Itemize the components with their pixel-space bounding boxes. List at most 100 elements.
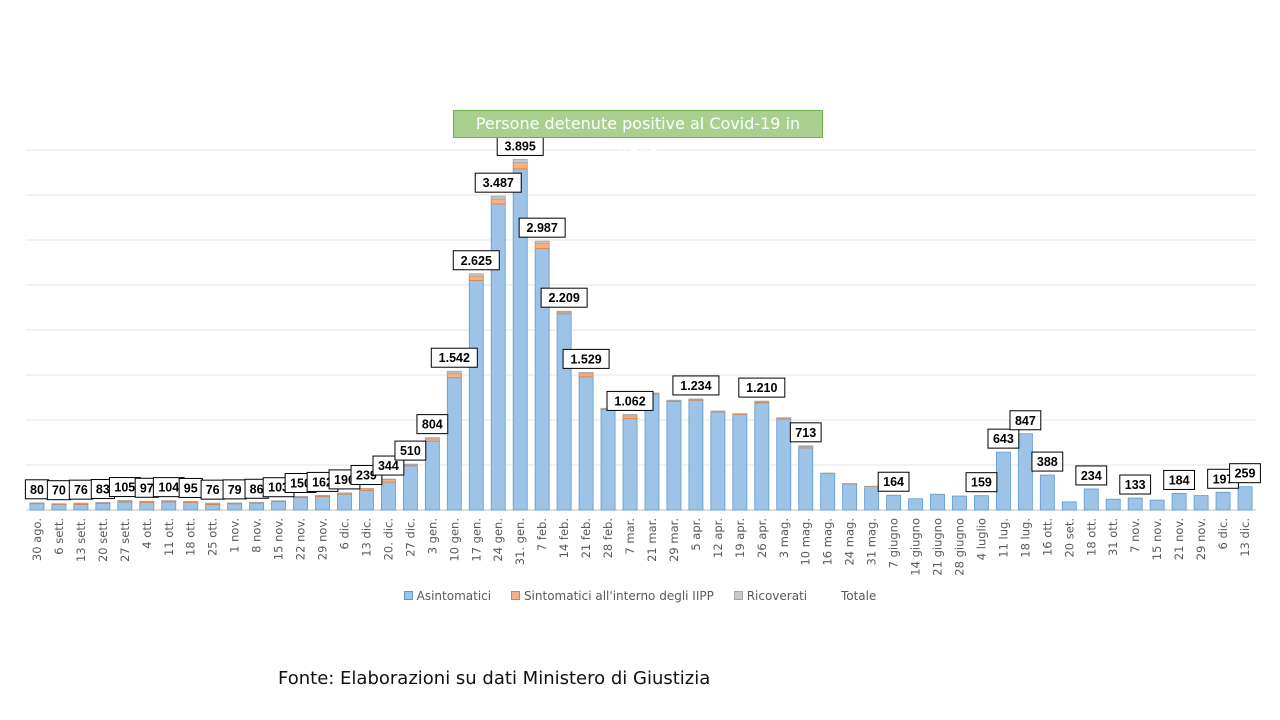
legend-label: Totale bbox=[840, 589, 877, 603]
x-tick-label: 6 dic. bbox=[337, 518, 351, 549]
bar-segment-ricoverati bbox=[446, 370, 462, 374]
data-label-text: 2.209 bbox=[548, 291, 579, 305]
x-tick-label: 7 giugno bbox=[887, 518, 901, 568]
bar-segment-asintomatici bbox=[337, 493, 352, 511]
data-label: 1.062 bbox=[606, 390, 654, 411]
bar-segment-ricoverati bbox=[468, 273, 484, 277]
data-label: 104 bbox=[152, 477, 185, 498]
legend-item-asintomatici: Asintomatici bbox=[403, 589, 491, 603]
data-labels: 80 70 76 83 105 97 104 95 76 79 86 103 150 162 190 2393… bbox=[24, 135, 1261, 501]
data-label-text: 3.895 bbox=[505, 139, 536, 153]
data-label-text: 133 bbox=[1125, 478, 1146, 492]
data-label-text: 70 bbox=[52, 484, 66, 498]
data-label-text: 162 bbox=[312, 475, 333, 489]
chart-title: Persone detenute positive al Covid-19 in… bbox=[453, 110, 823, 159]
x-tick-label: 14 giugno bbox=[909, 518, 923, 576]
bar-segment-asintomatici bbox=[995, 451, 1011, 511]
bar-segment-sintomatici bbox=[534, 243, 550, 249]
bar-segment-asintomatici bbox=[886, 494, 902, 511]
bar-segment-asintomatici bbox=[271, 501, 287, 511]
data-label-box bbox=[877, 471, 910, 492]
data-label: 164 bbox=[877, 471, 910, 492]
legend-swatch-asintomatici bbox=[403, 591, 413, 600]
data-label: 804 bbox=[416, 414, 449, 435]
bar-segment-asintomatici bbox=[842, 483, 858, 511]
bar-segment-asintomatici bbox=[600, 409, 616, 511]
x-tick-label: 11 lug. bbox=[996, 518, 1010, 558]
data-label-text: 1.210 bbox=[746, 381, 777, 395]
data-label: 86 bbox=[244, 478, 269, 499]
bar-segment-asintomatici bbox=[1083, 488, 1099, 511]
x-tick-label: 13 dic. bbox=[1238, 518, 1252, 557]
legend-swatch-ricoverati bbox=[733, 591, 743, 600]
x-tick-label: 20 sett. bbox=[96, 518, 110, 562]
bar-segment-asintomatici bbox=[578, 376, 594, 511]
x-tick-label: 6 dic. bbox=[1216, 518, 1230, 549]
bar-segment-asintomatici bbox=[776, 418, 792, 511]
data-label: 3.895 bbox=[496, 135, 544, 156]
data-label-text: 510 bbox=[400, 444, 421, 458]
x-tick-label: 22 nov. bbox=[294, 518, 308, 560]
bar-segment-asintomatici bbox=[864, 486, 880, 511]
bar-segment-asintomatici bbox=[666, 401, 682, 511]
data-label-text: 95 bbox=[184, 481, 198, 495]
x-tick-label: 24 mag. bbox=[843, 518, 857, 566]
bar-segment-asintomatici bbox=[468, 280, 484, 511]
data-label-box bbox=[987, 428, 1020, 449]
data-label: 259 bbox=[1229, 463, 1261, 484]
x-tick-label: 3 mag. bbox=[777, 518, 791, 558]
data-label: 388 bbox=[1031, 451, 1064, 472]
bar-segment-asintomatici bbox=[51, 504, 67, 511]
bar-segment-sintomatici bbox=[490, 198, 506, 205]
bar-segment-asintomatici bbox=[1149, 499, 1165, 511]
bar-segment-ricoverati bbox=[622, 414, 638, 417]
data-label-text: 1.542 bbox=[439, 351, 470, 365]
data-label-box bbox=[562, 348, 610, 369]
bar-segment-asintomatici bbox=[249, 502, 265, 511]
data-label: 184 bbox=[1163, 469, 1196, 490]
data-label-text: 804 bbox=[422, 418, 443, 432]
bar-segment-asintomatici bbox=[446, 377, 462, 511]
source-note: Fonte: Elaborazioni su dati Ministero di… bbox=[278, 668, 711, 689]
bar-segment-asintomatici bbox=[1061, 501, 1077, 511]
legend-item-ricoverati: Ricoverati bbox=[733, 589, 807, 603]
bar-segment-asintomatici bbox=[732, 414, 748, 511]
data-label: 1.210 bbox=[738, 377, 786, 398]
data-label-text: 344 bbox=[378, 459, 399, 473]
data-label: 713 bbox=[789, 422, 822, 443]
data-label-box bbox=[1119, 474, 1152, 495]
bar-segment-ricoverati bbox=[512, 159, 528, 163]
legend: Asintomatici Sintomatici all'interno deg… bbox=[0, 589, 1280, 603]
data-label-text: 80 bbox=[30, 483, 44, 497]
data-label-text: 76 bbox=[206, 483, 220, 497]
data-label-box bbox=[789, 422, 822, 443]
x-tick-label: 21 feb. bbox=[579, 518, 593, 558]
data-label: 344 bbox=[372, 455, 405, 476]
bar-segment-asintomatici bbox=[205, 504, 221, 511]
x-tick-label: 31 mag. bbox=[865, 518, 879, 566]
data-label-text: 234 bbox=[1081, 469, 1102, 483]
data-label-text: 104 bbox=[158, 481, 179, 495]
bar-segment-asintomatici bbox=[710, 411, 726, 511]
bar-segment-ricoverati bbox=[402, 463, 418, 466]
data-label-text: 847 bbox=[1015, 414, 1036, 428]
data-label: 1.542 bbox=[430, 347, 478, 368]
bar-segment-asintomatici bbox=[952, 495, 967, 511]
bar-segment-asintomatici bbox=[820, 473, 836, 511]
bar-segment-asintomatici bbox=[1127, 497, 1143, 511]
data-label-box bbox=[518, 217, 566, 238]
data-label-text: 164 bbox=[883, 475, 904, 489]
data-label: 1.234 bbox=[672, 375, 720, 396]
data-label: 76 bbox=[200, 479, 225, 500]
data-label-text: 105 bbox=[114, 481, 135, 495]
x-tick-label: 20. dic. bbox=[381, 518, 395, 560]
x-tick-labels: 30 ago. 6 sett. 13 sett. 20 sett. 27 sett. 4 … bbox=[30, 518, 1252, 576]
data-label-box bbox=[1075, 465, 1108, 486]
data-label: 1.529 bbox=[562, 348, 610, 369]
data-label: 847 bbox=[1009, 410, 1042, 431]
data-label-text: 643 bbox=[993, 432, 1014, 446]
x-tick-label: 21 giugno bbox=[931, 518, 945, 576]
data-label: 2.209 bbox=[540, 287, 588, 308]
data-label-text: 2.625 bbox=[461, 254, 492, 268]
bar-segment-asintomatici bbox=[622, 418, 638, 511]
